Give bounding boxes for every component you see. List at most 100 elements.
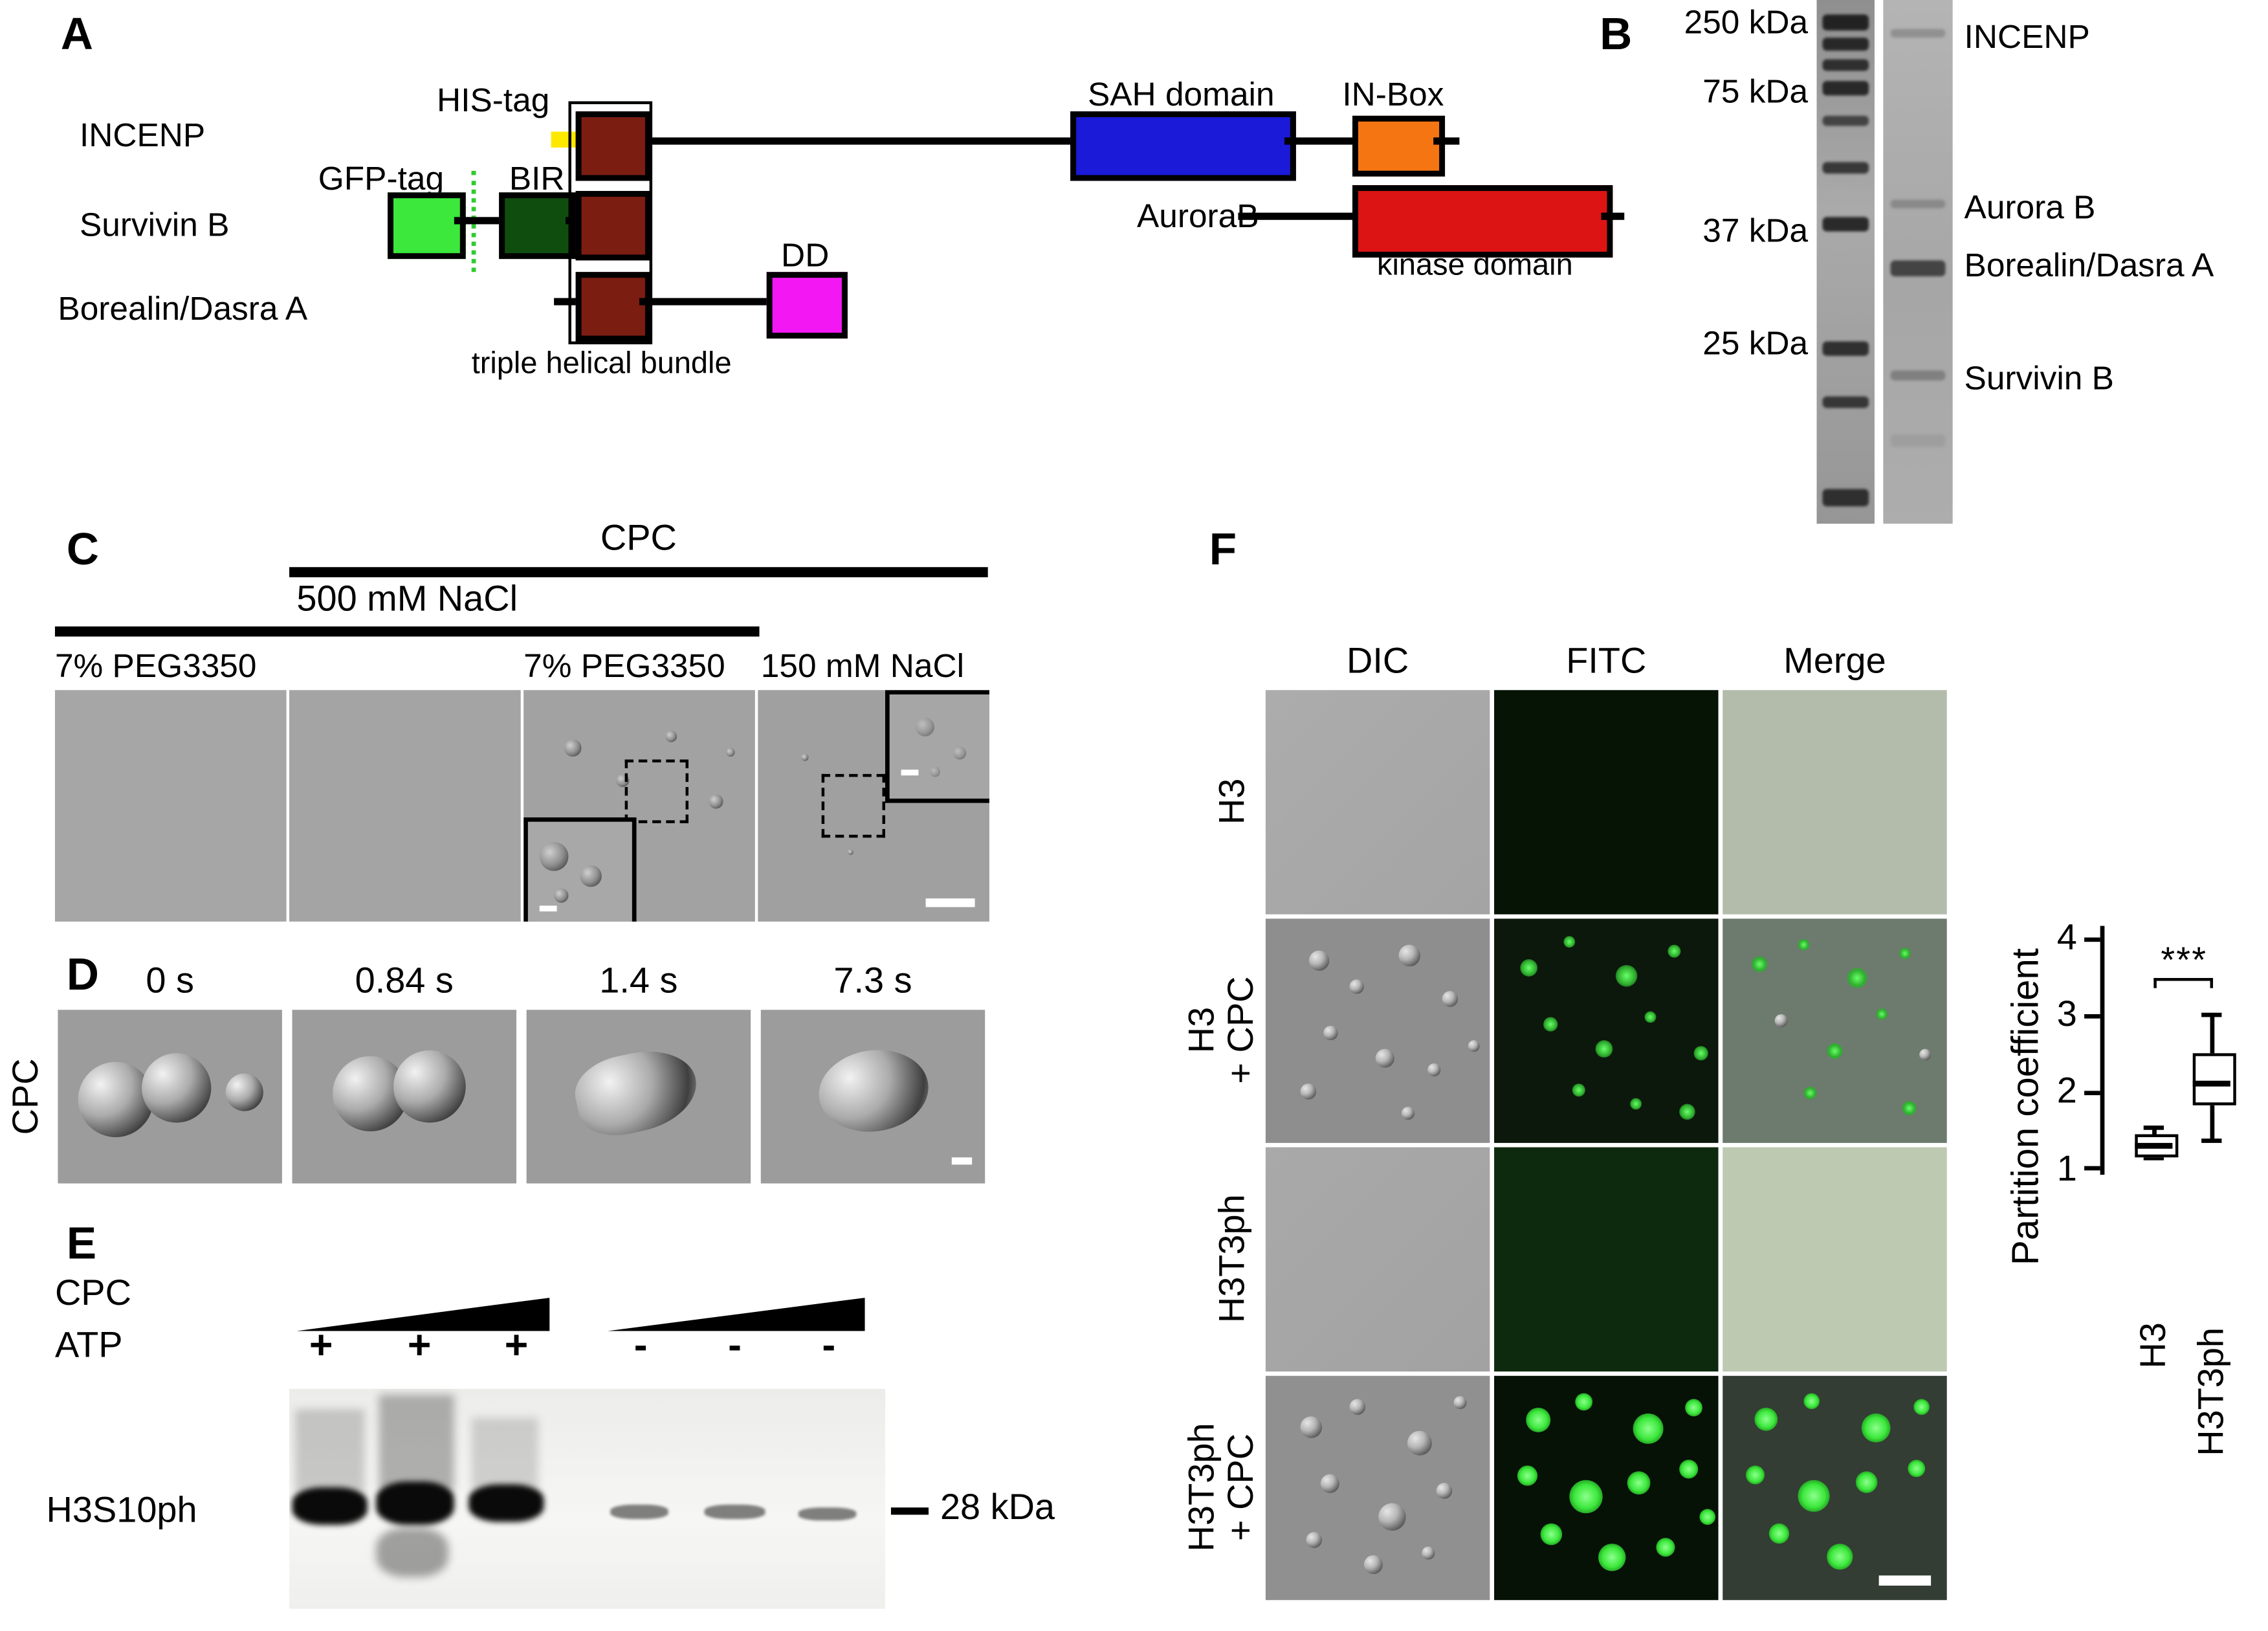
scale-bar [1878,1575,1932,1586]
gel-ladder-lane [1816,0,1875,524]
scale-bar [951,1157,973,1165]
dashed-roi-box [624,759,689,823]
row-label-h3t3ph-cpc: H3T3ph + CPC [1179,1371,1266,1603]
blot-band [610,1504,668,1520]
y-tick [2084,1014,2100,1019]
band-label-incenp: INCENP [1964,17,2090,55]
row-label-line: H3 [1182,1006,1222,1054]
in-box-label: IN-Box [1342,75,1444,113]
inset-zoom-box [885,690,989,803]
f-h3t3phcpc-fitc [1494,1375,1719,1601]
droplet [569,1041,704,1144]
droplet [393,1050,466,1123]
atp-sign-6: - [822,1322,836,1368]
borealin-line-2 [639,298,767,305]
aurora-line-2 [1601,212,1625,220]
column-header-merge: Merge [1783,641,1886,682]
droplet [915,717,935,737]
sig-bracket-right [2210,978,2214,988]
atp-sign-2: + [407,1322,432,1368]
dashed-roi-box [821,773,886,838]
f-h3t3ph-dic [1265,1147,1490,1372]
f-h3t3ph-fitc [1494,1147,1719,1372]
kinase-domain-box [1352,185,1613,258]
inset-zoom-box [523,817,637,922]
row-label-line: H3T3ph [1182,1423,1222,1552]
row-label-h3: H3 [1189,686,1275,918]
micrograph-c2 [289,690,521,922]
scale-bar [901,770,919,776]
marker-37: 37 kDa [1702,211,1809,249]
f-h3t3phcpc-merge [1723,1375,1947,1601]
column-header-dic: DIC [1346,641,1409,682]
cpc-gradient-label: CPC [54,1273,131,1314]
dd-label: DD [781,236,830,274]
scale-bar [925,898,975,907]
timepoint-1: 0 s [146,960,194,1001]
incenp-line-2 [1284,137,1353,145]
row-label-line: H3 [1211,778,1252,825]
in-box-box [1352,115,1446,177]
incenp-helical-box [575,111,651,181]
ytick-3: 3 [2056,993,2077,1035]
column-header-fitc: FITC [1566,641,1647,682]
droplet [726,748,735,757]
survivin-helical-box [575,191,651,261]
micrograph-c4 [758,690,989,922]
fusion-frame-2 [292,1010,517,1184]
boxplot-xlabel-h3: H3 [2132,1322,2174,1369]
micrograph-c1 [54,690,287,922]
cpc-header: CPC [600,518,677,559]
droplet [801,753,809,761]
cpc-row-label: CPC [5,1058,46,1135]
incenp-backbone-line [636,137,1071,145]
western-blot [289,1388,886,1609]
bir-box [499,192,577,260]
droplet [813,1043,934,1139]
bir-label: BIR [509,159,565,197]
droplet [539,841,569,871]
band-label-borealin: Borealin/Dasra A [1964,246,2214,284]
droplet [930,766,940,777]
significance-stars: *** [2161,940,2208,981]
f-h3-merge [1723,690,1947,915]
f-h3t3phcpc-dic [1265,1375,1490,1601]
h3s10ph-label: H3S10ph [46,1490,197,1531]
droplet [78,1061,153,1137]
fusion-frame-3 [526,1010,751,1184]
ytick-2: 2 [2056,1071,2077,1111]
droplet [564,739,582,757]
droplet [554,888,569,903]
survivin-line-1 [454,217,500,225]
sah-domain-label: SAH domain [1087,75,1275,113]
bundle-label: triple helical bundle [471,347,732,381]
h3t3ph-whisker-cap-bottom [2201,1138,2222,1143]
panel-a-label: A [60,8,93,60]
atp-label: ATP [54,1325,123,1366]
boxplot-xlabel-h3t3ph: H3T3ph [2190,1327,2231,1456]
droplet [709,794,723,809]
row-label-incenp: INCENP [79,115,206,153]
droplet [953,746,967,760]
marker-75: 75 kDa [1702,72,1809,110]
f-h3cpc-merge [1723,918,1947,1143]
row-label-line: H3T3ph [1211,1194,1252,1324]
marker-250: 250 kDa [1684,3,1809,41]
panel-f-label: F [1209,524,1237,575]
row-label-borealin: Borealin/Dasra A [58,289,308,327]
row-label-survivin: Survivin B [79,205,230,243]
blot-band [376,1481,454,1526]
cpc-bar [289,567,988,577]
y-tick [2084,937,2100,942]
row-label-h3t3ph: H3T3ph [1189,1143,1275,1375]
row-label-h3-cpc: H3 + CPC [1179,915,1266,1146]
triple-helical-bundle-outline [568,101,653,345]
dd-box [766,272,848,339]
band-label-aurora: Aurora B [1964,188,2096,226]
f-h3t3ph-merge [1723,1147,1947,1372]
f-h3cpc-fitc [1494,918,1719,1143]
timepoint-3: 1.4 s [599,960,678,1001]
ytick-4: 4 [2056,917,2077,958]
f-h3-dic [1265,690,1490,915]
panel-b-label: B [1600,8,1633,60]
